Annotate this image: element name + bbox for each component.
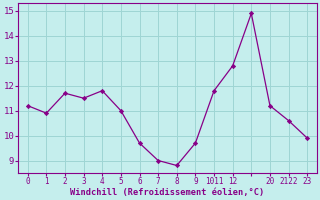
X-axis label: Windchill (Refroidissement éolien,°C): Windchill (Refroidissement éolien,°C) — [70, 188, 265, 197]
